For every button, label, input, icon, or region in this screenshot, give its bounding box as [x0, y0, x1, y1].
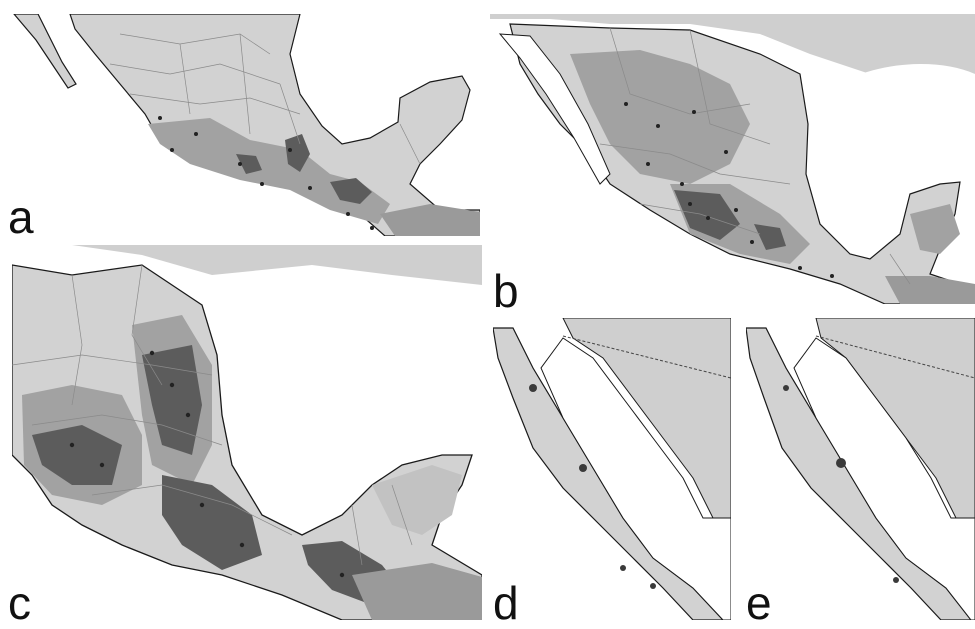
suitability-high-zone-a	[285, 134, 310, 172]
suitability-high-spots-d	[529, 384, 656, 589]
mainland-e	[815, 318, 975, 519]
occurrence-points-a	[158, 116, 374, 230]
central-america-a	[380, 204, 480, 236]
suitability-high-zone-c2	[32, 425, 122, 485]
map-panel-d	[493, 318, 731, 620]
yucatan-zone-b	[910, 204, 960, 254]
mexico-map-b	[490, 14, 975, 304]
border-line-d	[562, 335, 731, 379]
occurrence-points-c	[69, 350, 345, 578]
baja-map-d	[493, 318, 731, 620]
outside-country-c	[12, 245, 482, 285]
suitability-high-zone-a3	[236, 154, 262, 174]
baja-peninsula-a	[13, 14, 77, 89]
suitability-high-zone-a2	[330, 178, 372, 204]
gulf-of-mexico-b	[806, 64, 975, 244]
mexico-land-a	[69, 14, 480, 236]
state-borders-c	[12, 264, 413, 566]
map-panel-e	[746, 318, 975, 620]
panel-label-e: e	[746, 577, 772, 629]
mexico-map-a	[13, 14, 480, 236]
panel-label-a: a	[8, 191, 34, 243]
suitability-mid-zone-b	[570, 50, 750, 184]
gulf-of-mexico-c	[217, 279, 482, 525]
map-panel-a	[0, 14, 480, 236]
mainland-d	[562, 318, 731, 519]
state-borders-b	[599, 27, 911, 285]
occurrence-points-b	[624, 102, 834, 278]
suitability-high-zone-b2	[754, 224, 786, 250]
border-line-e	[815, 335, 975, 379]
outside-country-b	[490, 14, 975, 74]
central-america-b	[885, 276, 975, 304]
map-panel-c	[12, 245, 482, 620]
suitability-mid-zone-a	[148, 118, 390, 224]
panel-label-c: c	[8, 577, 31, 629]
baja-peninsula-d	[493, 327, 724, 620]
suitability-high-spots-e	[783, 385, 899, 583]
gulf-of-california-d	[540, 337, 731, 620]
central-america-c	[352, 563, 482, 620]
suitability-high-zone-c	[142, 345, 202, 455]
yucatan-zone-c	[372, 465, 462, 535]
state-borders-a	[109, 33, 421, 165]
panel-label-d: d	[493, 577, 519, 629]
map-panel-b	[490, 14, 975, 304]
gulf-of-california-b	[498, 33, 611, 185]
mexico-map-c	[12, 245, 482, 620]
mexico-land-c	[12, 264, 482, 620]
gulf-of-california-e	[793, 337, 975, 620]
panel-label-b: b	[493, 265, 519, 317]
baja-map-e	[746, 318, 975, 620]
suitability-high-zone-c3	[162, 475, 262, 570]
baja-peninsula-e	[746, 327, 972, 620]
